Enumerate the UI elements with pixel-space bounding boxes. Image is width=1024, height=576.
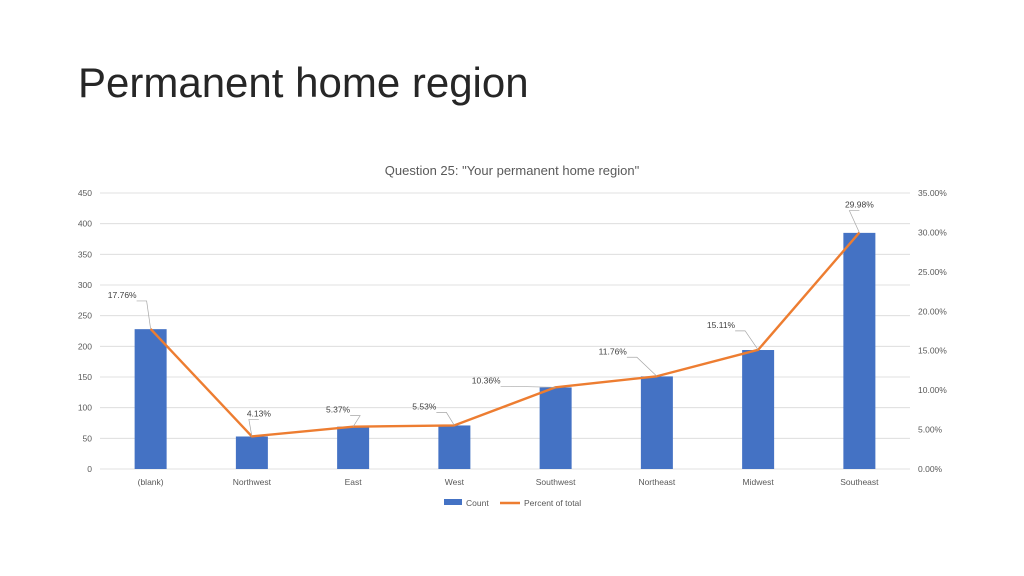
right-tick-label: 5.00% xyxy=(918,425,943,435)
percent-data-label: 10.36% xyxy=(472,375,501,385)
legend-count-swatch xyxy=(444,499,462,505)
left-tick-label: 300 xyxy=(78,280,92,290)
leader-line xyxy=(248,419,259,437)
left-tick-label: 200 xyxy=(78,341,92,351)
percent-data-label: 17.76% xyxy=(108,290,137,300)
leader-line xyxy=(848,210,860,233)
count-bar xyxy=(235,436,268,469)
right-tick-label: 15.00% xyxy=(918,346,947,356)
category-label: Northwest xyxy=(233,477,272,487)
slide-title: Permanent home region xyxy=(78,59,529,106)
leader-line xyxy=(350,415,361,427)
count-bars xyxy=(134,232,876,469)
right-tick-label: 25.00% xyxy=(918,267,947,277)
leader-line xyxy=(735,330,759,351)
right-tick-label: 35.00% xyxy=(918,188,947,198)
legend-count-label: Count xyxy=(466,498,489,508)
right-tick-label: 30.00% xyxy=(918,227,947,237)
percent-data-label: 29.98% xyxy=(845,200,874,210)
legend: Count Percent of total xyxy=(444,498,581,508)
leader-line xyxy=(136,300,151,329)
category-label: Southwest xyxy=(536,477,576,487)
percent-data-label: 11.76% xyxy=(599,346,628,356)
category-label: East xyxy=(345,477,363,487)
count-bar xyxy=(742,350,775,469)
category-label: Northeast xyxy=(638,477,675,487)
count-bar xyxy=(134,329,167,469)
left-tick-label: 50 xyxy=(83,433,93,443)
left-tick-label: 400 xyxy=(78,219,92,229)
count-bar xyxy=(337,426,370,469)
category-label: West xyxy=(445,477,465,487)
count-bar xyxy=(438,425,471,469)
left-tick-label: 0 xyxy=(87,464,92,474)
left-tick-label: 250 xyxy=(78,311,92,321)
left-tick-label: 350 xyxy=(78,249,92,259)
right-tick-label: 0.00% xyxy=(918,464,943,474)
left-tick-label: 100 xyxy=(78,403,92,413)
gridlines xyxy=(100,192,910,470)
legend-percent-label: Percent of total xyxy=(524,498,581,508)
percent-data-label: 5.37% xyxy=(326,405,351,415)
category-label: Southeast xyxy=(840,477,879,487)
count-bar xyxy=(843,232,876,469)
right-axis: 0.00% 5.00% 10.00% 15.00% 20.00% 25.00% 30.00%… xyxy=(918,188,947,474)
percent-data-label: 5.53% xyxy=(412,401,437,411)
percent-line xyxy=(149,231,861,438)
count-bar xyxy=(640,376,673,469)
data-labels: 17.76% 4.13% 5.37% 5.53% 10.36% 11.76% 15.11% 2… xyxy=(108,200,874,437)
left-tick-label: 450 xyxy=(78,188,92,198)
right-tick-label: 20.00% xyxy=(918,306,947,316)
percent-line-series xyxy=(149,231,861,438)
chart-title: Question 25: "Your permanent home region… xyxy=(385,163,640,178)
category-label: Midwest xyxy=(743,477,775,487)
right-tick-label: 10.00% xyxy=(918,385,947,395)
count-bar xyxy=(539,387,572,469)
percent-data-label: 4.13% xyxy=(247,408,272,418)
left-tick-label: 150 xyxy=(78,372,92,382)
left-axis: 0 50 100 150 200 250 300 350 400 450 xyxy=(78,188,92,474)
category-axis: (blank) Northwest East West Southwest Northea… xyxy=(138,477,880,487)
leader-line xyxy=(500,385,556,388)
leader-line xyxy=(436,412,455,426)
percent-data-label: 15.11% xyxy=(707,320,736,330)
leader-line xyxy=(626,356,658,377)
category-label: (blank) xyxy=(138,477,164,487)
